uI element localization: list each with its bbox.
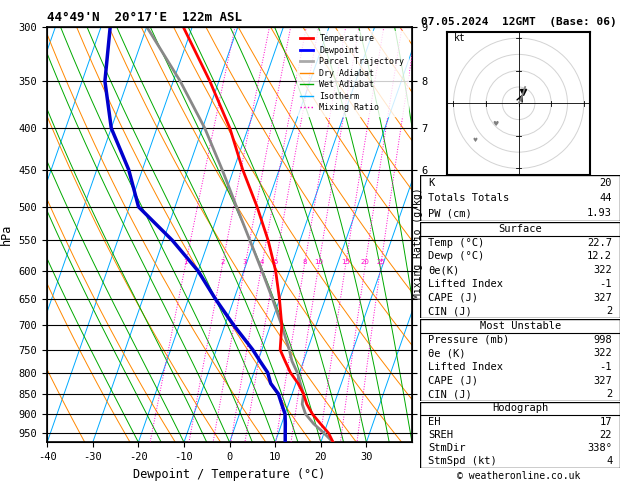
Text: 1.93: 1.93 xyxy=(587,208,612,218)
Text: 998: 998 xyxy=(593,335,612,345)
Text: Lifted Index: Lifted Index xyxy=(428,279,503,289)
Text: 8: 8 xyxy=(302,259,306,265)
Text: CIN (J): CIN (J) xyxy=(428,389,472,399)
Text: 2: 2 xyxy=(606,307,612,316)
Text: PW (cm): PW (cm) xyxy=(428,208,472,218)
X-axis label: Dewpoint / Temperature (°C): Dewpoint / Temperature (°C) xyxy=(133,468,326,481)
Text: 12.2: 12.2 xyxy=(587,251,612,261)
Text: kt: kt xyxy=(454,34,465,43)
Text: Lifted Index: Lifted Index xyxy=(428,362,503,372)
Text: ♥: ♥ xyxy=(493,121,499,127)
Y-axis label: km
ASL: km ASL xyxy=(438,235,456,256)
Text: StmSpd (kt): StmSpd (kt) xyxy=(428,456,497,466)
Text: Most Unstable: Most Unstable xyxy=(479,321,561,331)
Text: 1: 1 xyxy=(183,259,187,265)
Text: 327: 327 xyxy=(593,376,612,385)
Text: -1: -1 xyxy=(599,279,612,289)
Text: 20: 20 xyxy=(361,259,370,265)
Text: StmDir: StmDir xyxy=(428,443,465,453)
Text: 15: 15 xyxy=(341,259,350,265)
Text: 322: 322 xyxy=(593,265,612,275)
Text: θe(K): θe(K) xyxy=(428,265,459,275)
Text: 22.7: 22.7 xyxy=(587,238,612,248)
Text: Dewp (°C): Dewp (°C) xyxy=(428,251,484,261)
Text: CAPE (J): CAPE (J) xyxy=(428,376,478,385)
Text: CAPE (J): CAPE (J) xyxy=(428,293,478,303)
Text: K: K xyxy=(428,178,435,188)
Text: 2: 2 xyxy=(220,259,225,265)
Text: 327: 327 xyxy=(593,293,612,303)
Text: θe (K): θe (K) xyxy=(428,348,465,358)
Text: SREH: SREH xyxy=(428,430,453,440)
Y-axis label: hPa: hPa xyxy=(0,224,13,245)
Text: 20: 20 xyxy=(599,178,612,188)
Text: 322: 322 xyxy=(593,348,612,358)
Text: Hodograph: Hodograph xyxy=(492,403,548,414)
Text: 10: 10 xyxy=(314,259,323,265)
Text: 3: 3 xyxy=(243,259,247,265)
Text: 25: 25 xyxy=(376,259,385,265)
Text: 4: 4 xyxy=(260,259,264,265)
Text: Temp (°C): Temp (°C) xyxy=(428,238,484,248)
Text: CIN (J): CIN (J) xyxy=(428,307,472,316)
Text: © weatheronline.co.uk: © weatheronline.co.uk xyxy=(457,471,581,481)
Text: 44°49'N  20°17'E  122m ASL: 44°49'N 20°17'E 122m ASL xyxy=(47,11,242,24)
Text: Mixing Ratio (g/kg): Mixing Ratio (g/kg) xyxy=(413,187,423,299)
Text: ♥: ♥ xyxy=(473,139,478,143)
Text: 22: 22 xyxy=(599,430,612,440)
Text: Totals Totals: Totals Totals xyxy=(428,193,509,203)
Text: 5: 5 xyxy=(273,259,277,265)
Text: Pressure (mb): Pressure (mb) xyxy=(428,335,509,345)
Text: 44: 44 xyxy=(599,193,612,203)
Text: Surface: Surface xyxy=(498,224,542,234)
Text: 338°: 338° xyxy=(587,443,612,453)
Legend: Temperature, Dewpoint, Parcel Trajectory, Dry Adiabat, Wet Adiabat, Isotherm, Mi: Temperature, Dewpoint, Parcel Trajectory… xyxy=(297,31,408,116)
Text: 17: 17 xyxy=(599,417,612,427)
Text: -1: -1 xyxy=(599,362,612,372)
Text: 07.05.2024  12GMT  (Base: 06): 07.05.2024 12GMT (Base: 06) xyxy=(421,17,617,27)
Text: 2: 2 xyxy=(606,389,612,399)
Text: EH: EH xyxy=(428,417,441,427)
Text: 4: 4 xyxy=(606,456,612,466)
